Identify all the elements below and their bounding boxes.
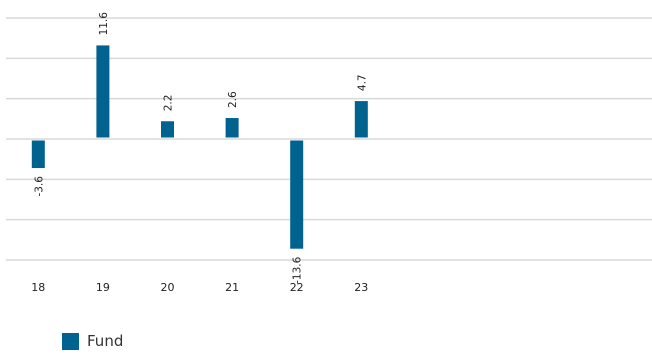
bars [31, 45, 368, 249]
data-label-20: 2.2 [163, 95, 175, 112]
x-tick-21: 21 [225, 281, 239, 294]
x-tick-18: 18 [31, 281, 45, 294]
data-labels: -3.6 11.6 2.2 2.6 -13.6 4.7 [33, 12, 368, 284]
data-label-19: 11.6 [98, 12, 110, 36]
data-label-21: 2.6 [227, 91, 239, 108]
data-label-22: -13.6 [292, 256, 304, 283]
data-label-23: 4.7 [356, 74, 368, 91]
legend-label-fund: Fund [87, 332, 124, 350]
bar-20 [161, 121, 174, 138]
x-tick-20: 20 [161, 281, 175, 294]
data-label-18: -3.6 [33, 176, 45, 197]
bar-19 [96, 45, 110, 138]
bar-22 [290, 140, 304, 249]
gridlines [6, 17, 652, 261]
legend: Fund [62, 331, 123, 351]
x-tick-19: 19 [96, 281, 110, 294]
legend-swatch-fund [62, 332, 79, 350]
bar-18 [31, 140, 45, 169]
x-tick-23: 23 [354, 281, 368, 294]
x-tick-labels: 18 19 20 21 22 23 [31, 281, 368, 294]
x-tick-22: 22 [290, 281, 304, 294]
bar-21 [225, 118, 239, 138]
bar-23 [354, 101, 368, 138]
